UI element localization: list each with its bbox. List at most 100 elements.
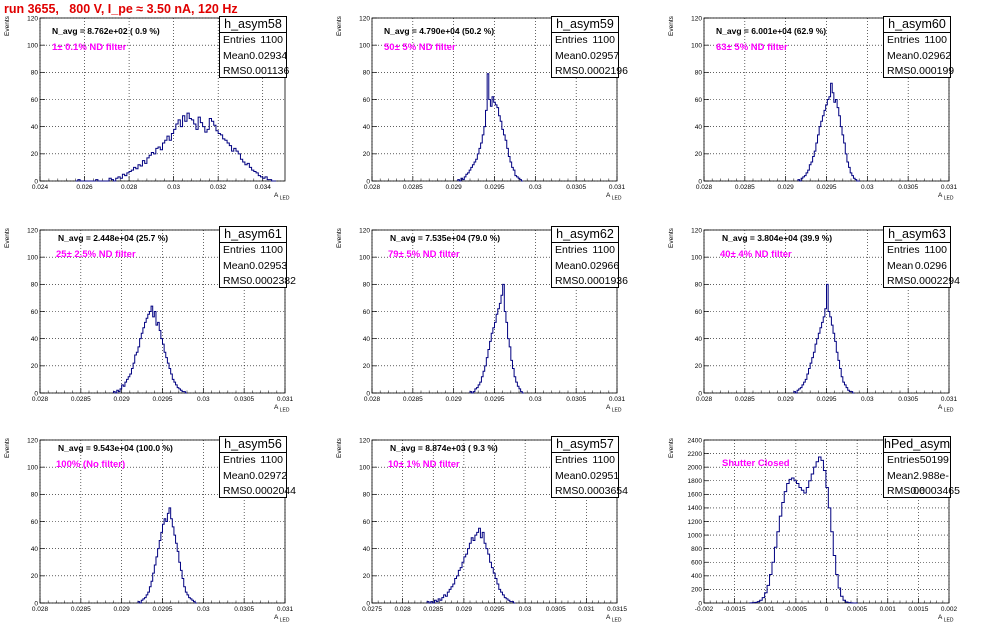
x-axis-label-sub: LED [610, 407, 622, 414]
x-tick-label: 0.0295 [485, 184, 505, 191]
y-tick-label: 100 [691, 254, 702, 261]
y-tick-label: 80 [695, 282, 703, 289]
x-tick-label: 0.0305 [234, 606, 254, 613]
x-tick-label: 0.028 [394, 606, 411, 613]
y-tick-label: 40 [363, 336, 371, 343]
y-tick-label: 0 [34, 600, 38, 607]
x-tick-label: -0.0005 [785, 606, 807, 613]
stats-row-entries: Entries 1100 [552, 453, 618, 469]
y-tick-label: 1400 [688, 505, 703, 512]
stats-value-mean: 0.02962 [913, 49, 952, 62]
x-axis-label-sub: LED [610, 617, 622, 623]
x-axis-label: A LED [938, 404, 953, 413]
stats-row-entries: Entries 1100 [220, 243, 286, 259]
x-tick-label: 0.0015 [908, 606, 928, 613]
y-tick-label: 20 [363, 363, 371, 370]
x-axis-label-main: A [606, 404, 611, 411]
n-avg-label: N_avg = 8.762e+02 ( 0.9 %) [52, 26, 160, 36]
y-tick-label: 0 [366, 600, 370, 607]
x-axis-label-sub: LED [278, 617, 290, 623]
y-tick-label: 80 [31, 70, 39, 77]
x-tick-label: 0.031 [277, 606, 294, 613]
x-tick-label: 0.0285 [71, 396, 91, 403]
y-tick-label: 400 [691, 573, 702, 580]
x-tick-label: 0.0295 [153, 606, 173, 613]
stats-row-entries: Entries 1100 [552, 243, 618, 259]
histogram-series [797, 82, 860, 182]
x-tick-label: 0.026 [76, 184, 93, 191]
stats-box: h_asym56 Entries 1100 Mean 0.02972 RMS 0.00020… [219, 436, 296, 498]
filter-label: Shutter Closed [722, 458, 790, 469]
stats-row-entries: Entries 1100 [884, 33, 950, 49]
x-axis-label-main: A [274, 614, 279, 621]
n-avg-label: N_avg = 7.535e+04 (79.0 %) [390, 233, 501, 243]
x-tick-label: 0.031 [578, 606, 595, 613]
stats-row-entries: Entries 50199 [884, 453, 950, 469]
y-tick-label: 20 [363, 573, 371, 580]
stats-key: Mean [555, 469, 582, 482]
histogram-panel-h_asym57: 0.0275 0.028 0.0285 0.029 0.0295 0.03 0.0305 0.… [336, 436, 628, 623]
y-axis-label: Events [668, 438, 675, 458]
y-tick-label: 80 [31, 282, 39, 289]
stats-value-rms: 0.0001936 [578, 275, 628, 287]
histogram-plot: 0.028 0.0285 0.029 0.0295 0.03 0.0305 0.031 0 20… [359, 227, 625, 403]
x-axis-label: A LED [274, 192, 289, 201]
filter-label: 10± 1% ND filter [388, 459, 460, 470]
stats-key: Mean [223, 49, 250, 62]
y-tick-label: 80 [695, 70, 703, 77]
x-axis-label: A LED [938, 192, 953, 201]
y-tick-label: 2200 [688, 451, 703, 458]
x-axis-label-sub: LED [942, 407, 954, 414]
x-tick-label: 0.0295 [817, 396, 837, 403]
stats-key: Mean [887, 469, 914, 482]
stats-value-rms: 0.000199 [910, 65, 955, 77]
x-axis-label-main: A [938, 614, 943, 621]
y-tick-label: 100 [359, 464, 370, 471]
x-axis-label: A LED [606, 404, 621, 413]
y-tick-label: 80 [363, 70, 371, 77]
stats-key: Entries [555, 34, 588, 46]
x-axis-label: A LED [606, 192, 621, 201]
histogram-series [469, 283, 524, 394]
y-tick-label: 120 [27, 15, 38, 22]
stats-value-rms: 0.0002044 [246, 485, 296, 497]
y-tick-label: 80 [363, 282, 371, 289]
y-tick-label: 40 [31, 336, 39, 343]
x-tick-label: 0.029 [114, 396, 131, 403]
y-tick-label: 1000 [688, 532, 703, 539]
stats-value-entries: 1100 [260, 34, 283, 46]
y-tick-label: 800 [691, 546, 702, 553]
stats-value-rms: 0.0002382 [246, 275, 296, 287]
filter-label: 100% (No filter) [56, 459, 126, 470]
histogram-panel-h_asym58: 0.024 0.026 0.028 0.03 0.032 0.034 0 20 40 60 80 10… [4, 15, 289, 201]
x-tick-label: 0.029 [778, 184, 795, 191]
x-tick-label: 0.032 [210, 184, 227, 191]
histogram-plot: 0.028 0.0285 0.029 0.0295 0.03 0.0305 0.031 0 20… [27, 437, 293, 613]
y-tick-label: 60 [695, 97, 703, 104]
stats-title: h_asym60 [884, 17, 950, 33]
x-tick-label: 0.0275 [362, 606, 382, 613]
x-tick-label: 0.034 [255, 184, 272, 191]
filter-label: 63± 5% ND filter [716, 42, 788, 53]
x-axis-label-main: A [606, 614, 611, 621]
stats-title: h_asym62 [552, 227, 618, 243]
x-tick-label: 0.0305 [546, 606, 566, 613]
stats-value-mean: 0.02972 [249, 469, 288, 482]
stats-key: RMS [887, 65, 911, 77]
stats-value-mean: 0.0296 [914, 259, 947, 272]
y-axis-label: Events [336, 228, 343, 248]
y-tick-label: 0 [34, 390, 38, 397]
y-tick-label: 80 [363, 492, 371, 499]
y-tick-label: 60 [31, 519, 39, 526]
stats-row-mean: Mean 0.0296 [884, 259, 950, 275]
histogram-series [137, 507, 197, 604]
x-tick-label: 0 [825, 606, 829, 613]
stats-row-mean: Mean 0.02957 [552, 49, 619, 65]
stats-value-rms: 0.0003654 [578, 485, 628, 497]
x-tick-label: 0.029 [778, 396, 795, 403]
stats-value-mean: 2.988e-06 [913, 469, 949, 498]
stats-value-rms: 0.0003465 [910, 485, 960, 497]
stats-box: h_asym59 Entries 1100 Mean 0.02957 RMS 0.00021… [551, 16, 628, 78]
y-tick-label: 0 [698, 600, 702, 607]
filter-label: 25± 2.5% ND filter [56, 249, 136, 260]
